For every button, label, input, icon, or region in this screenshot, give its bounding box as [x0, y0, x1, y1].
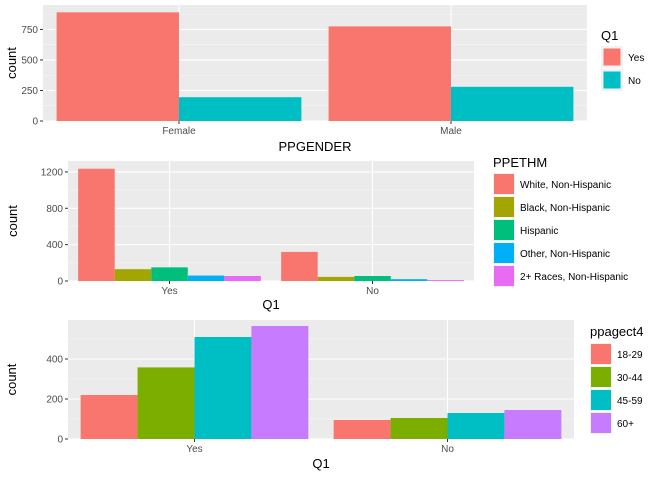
bar	[333, 420, 391, 439]
y-tick-label: 800	[46, 204, 63, 215]
x-tick-label: Yes	[161, 286, 177, 297]
legend-key	[591, 390, 611, 410]
bar	[78, 168, 115, 281]
bar	[354, 276, 391, 281]
bar	[151, 267, 188, 281]
x-tick-label: Yes	[186, 444, 202, 455]
bar	[187, 275, 225, 281]
legend-key	[603, 71, 621, 89]
legend-key	[591, 367, 611, 387]
x-tick-label: No	[366, 286, 379, 297]
legend-label: 60+	[617, 419, 634, 430]
bar	[80, 395, 138, 439]
y-tick-label: 0	[32, 117, 38, 128]
legend-label: 18-29	[617, 350, 643, 361]
legend-title: PPETHM	[493, 155, 547, 170]
legend-key	[494, 266, 514, 286]
y-tick-label: 250	[21, 86, 38, 97]
legend-label: 2+ Races, Non-Hispanic	[520, 272, 628, 283]
legend-title: ppagect4	[590, 324, 644, 339]
bar	[504, 410, 562, 439]
bar	[194, 337, 252, 439]
y-axis-title: count	[5, 205, 20, 237]
bar	[317, 276, 355, 281]
bar	[281, 251, 318, 281]
legend-key	[591, 344, 611, 364]
x-tick-label: Male	[440, 126, 462, 137]
legend-label: No	[628, 76, 641, 87]
bar	[137, 367, 195, 439]
x-tick-label: No	[441, 444, 454, 455]
y-tick-label: 0	[57, 435, 63, 446]
chart-panel-3: 0 200 400 Yes No Q1 count ppagect4 18-29 30-44 45-…	[4, 320, 644, 471]
y-tick-label: 500	[21, 55, 38, 66]
bar	[390, 279, 428, 281]
bar	[328, 26, 451, 121]
legend-label: 30-44	[617, 373, 643, 384]
legend-label: Hispanic	[520, 226, 558, 237]
legend-key	[494, 220, 514, 240]
y-tick-label: 400	[46, 240, 63, 251]
legend-title: Q1	[601, 28, 618, 43]
bar	[447, 413, 505, 439]
y-tick-label: 400	[46, 355, 63, 366]
bar	[427, 280, 464, 281]
legend-label: Yes	[628, 53, 644, 64]
chart-panel-1: 0 250 500 750 Female Male PPGENDER count Q1 Yes No	[4, 5, 644, 154]
y-tick-label: 200	[46, 395, 63, 406]
y-tick-label: 0	[57, 277, 63, 288]
plot-background	[68, 161, 474, 281]
legend-label: Black, Non-Hispanic	[520, 203, 610, 214]
bar	[251, 326, 309, 439]
x-axis-title: Q1	[312, 456, 329, 471]
bar	[114, 269, 152, 281]
bar	[451, 86, 574, 121]
legend-key	[603, 48, 621, 66]
legend-key	[591, 413, 611, 433]
legend-label: White, Non-Hispanic	[520, 180, 611, 191]
bar	[224, 276, 261, 281]
y-tick-label: 750	[21, 25, 38, 36]
y-axis-title: count	[4, 47, 19, 79]
bar	[179, 97, 302, 121]
chart-panel-2: 0 400 800 1200 Yes No Q1 count PPETHM White, Non-…	[5, 155, 628, 312]
legend-key	[494, 243, 514, 263]
x-axis-title: Q1	[262, 297, 279, 312]
x-axis-title: PPGENDER	[279, 139, 352, 154]
bar	[390, 418, 448, 439]
legend-key	[494, 197, 514, 217]
bar	[56, 12, 179, 121]
legend-label: 45-59	[617, 396, 643, 407]
y-tick-label: 1200	[41, 167, 64, 178]
legend-label: Other, Non-Hispanic	[520, 249, 610, 260]
legend-key	[494, 174, 514, 194]
y-axis-title: count	[4, 363, 19, 395]
x-tick-label: Female	[162, 126, 196, 137]
